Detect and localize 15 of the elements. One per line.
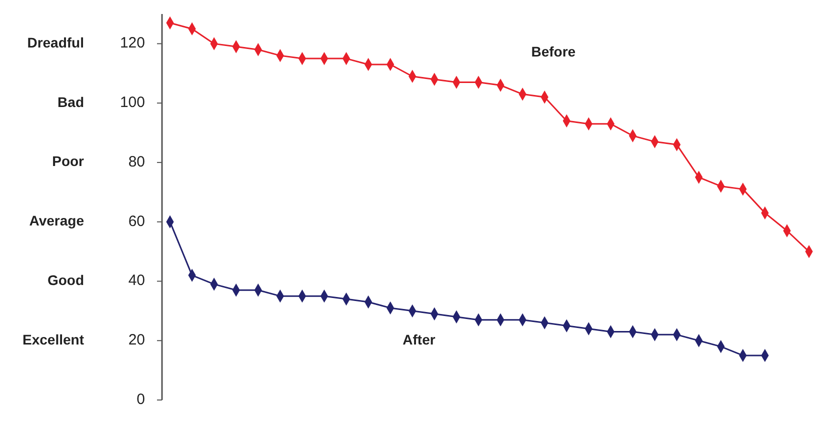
y-tick-label: 60 (128, 212, 145, 230)
y-tick-label: 40 (128, 272, 145, 290)
text: Good (47, 272, 84, 288)
text: Dreadful (27, 34, 84, 50)
y-tick-label: 100 (120, 94, 145, 112)
y-tick-label: 80 (128, 153, 145, 170)
text: Average (29, 212, 84, 229)
text: Excellent (22, 331, 84, 348)
text: Before (531, 43, 576, 60)
y-tick-label: 120 (120, 34, 145, 52)
y-tick-label: 0 (136, 390, 145, 408)
series-label: After (402, 331, 436, 348)
y-tick-label: 20 (128, 332, 145, 349)
text: Poor (52, 153, 85, 170)
text: Bad (58, 94, 84, 110)
